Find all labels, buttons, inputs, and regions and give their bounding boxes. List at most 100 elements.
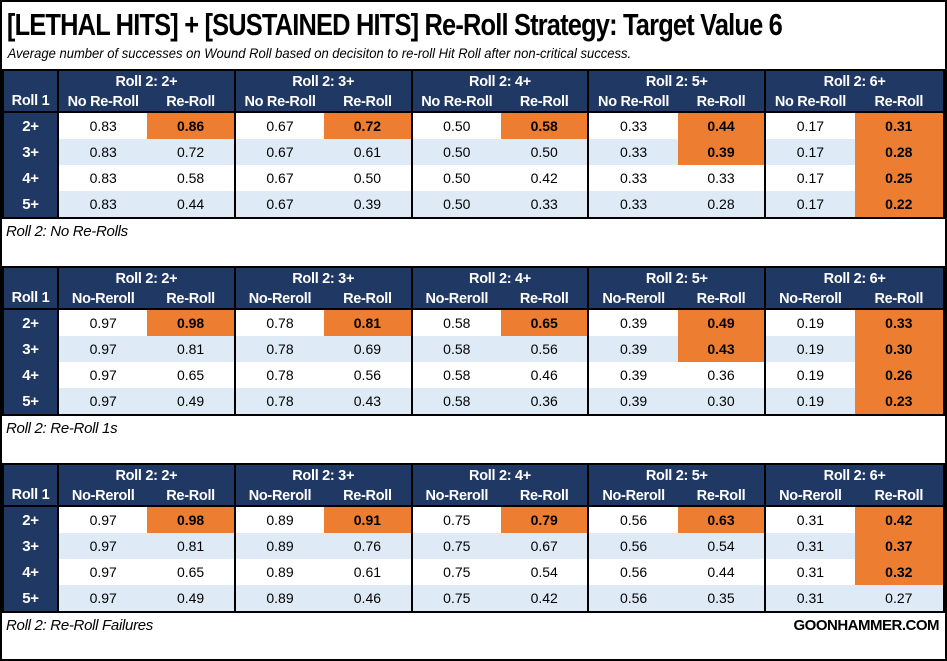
value-cell: 0.79: [501, 507, 590, 533]
corner-header: Roll 1: [4, 268, 59, 310]
subheader-no-reroll: No-Reroll: [235, 486, 325, 507]
table-roll2-no-rerolls: Roll 1 Roll 2: 2+ Roll 2: 3+ Roll 2: 4+ Roll…: [2, 69, 945, 219]
value-cell: 0.67: [235, 113, 325, 139]
value-cell: 0.33: [854, 310, 943, 336]
subheader-reroll: Re-Roll: [677, 92, 767, 113]
value-cell: 0.56: [589, 559, 678, 585]
subheader-reroll: Re-Roll: [324, 289, 413, 310]
subheader-no-reroll: No-Reroll: [59, 486, 148, 507]
value-cell: 0.44: [677, 113, 767, 139]
value-cell: 0.56: [589, 533, 678, 559]
value-cell: 0.58: [412, 310, 501, 336]
group-header: Roll 2: 6+: [766, 71, 943, 92]
value-cell: 0.61: [324, 559, 413, 585]
value-cell: 0.30: [854, 336, 943, 362]
value-cell: 0.89: [235, 507, 325, 533]
value-cell: 0.32: [854, 559, 943, 585]
value-cell: 0.89: [235, 533, 325, 559]
value-cell: 0.97: [59, 336, 148, 362]
value-cell: 0.28: [677, 191, 767, 217]
value-cell: 0.67: [235, 139, 325, 165]
value-cell: 0.39: [589, 336, 678, 362]
value-cell: 0.33: [589, 191, 678, 217]
value-cell: 0.58: [412, 388, 501, 414]
table-roll2-reroll-1s: Roll 1 Roll 2: 2+ Roll 2: 3+ Roll 2: 4+ Roll…: [2, 266, 945, 416]
table-caption-label: Roll 2: Re-Roll Failures: [6, 616, 154, 634]
page-title: [LETHAL HITS] + [SUSTAINED HITS] Re-Roll…: [6, 7, 783, 42]
subheader-reroll: Re-Roll: [147, 92, 236, 113]
table-caption: Roll 2: Re-Roll 1s: [2, 416, 945, 440]
value-cell: 0.69: [324, 336, 413, 362]
value-cell: 0.49: [677, 310, 767, 336]
footer-row: Roll 2: Re-Roll Failures GOONHAMMER.COM: [2, 613, 945, 637]
table-roll2-reroll-failures: Roll 1 Roll 2: 2+ Roll 2: 3+ Roll 2: 4+ Roll…: [2, 463, 945, 613]
value-cell: 0.49: [147, 388, 236, 414]
value-cell: 0.19: [766, 336, 855, 362]
subheader-reroll: Re-Roll: [854, 92, 943, 113]
value-cell: 0.56: [324, 362, 413, 388]
value-cell: 0.39: [324, 191, 413, 217]
value-cell: 0.46: [501, 362, 590, 388]
value-cell: 0.28: [854, 139, 943, 165]
subheader-no-reroll: No Re-Roll: [235, 92, 325, 113]
value-cell: 0.43: [677, 336, 767, 362]
group-header: Roll 2: 2+: [59, 268, 236, 289]
value-cell: 0.58: [412, 336, 501, 362]
value-cell: 0.75: [412, 533, 501, 559]
value-cell: 0.91: [324, 507, 413, 533]
subheader-reroll: Re-Roll: [677, 289, 767, 310]
group-header: Roll 2: 5+: [589, 268, 767, 289]
value-cell: 0.67: [501, 533, 590, 559]
value-cell: 0.50: [324, 165, 413, 191]
group-header: Roll 2: 4+: [412, 268, 590, 289]
value-cell: 0.26: [854, 362, 943, 388]
value-cell: 0.72: [324, 113, 413, 139]
value-cell: 0.54: [677, 533, 767, 559]
value-cell: 0.75: [412, 507, 501, 533]
value-cell: 0.65: [501, 310, 590, 336]
value-cell: 0.78: [235, 388, 325, 414]
subheader-no-reroll: No-Reroll: [766, 289, 855, 310]
subheader-reroll: Re-Roll: [324, 92, 413, 113]
value-cell: 0.23: [854, 388, 943, 414]
value-cell: 0.44: [677, 559, 767, 585]
value-cell: 0.83: [59, 139, 148, 165]
value-cell: 0.65: [147, 362, 236, 388]
value-cell: 0.50: [412, 191, 501, 217]
value-cell: 0.76: [324, 533, 413, 559]
row-label: 4+: [4, 362, 59, 388]
row-label: 2+: [4, 310, 59, 336]
value-cell: 0.19: [766, 388, 855, 414]
value-cell: 0.61: [324, 139, 413, 165]
value-cell: 0.19: [766, 310, 855, 336]
value-cell: 0.33: [589, 139, 678, 165]
row-label: 4+: [4, 559, 59, 585]
corner-header: Roll 1: [4, 465, 59, 507]
value-cell: 0.78: [235, 310, 325, 336]
value-cell: 0.31: [766, 507, 855, 533]
row-label: 2+: [4, 113, 59, 139]
group-header: Roll 2: 3+: [235, 268, 413, 289]
value-cell: 0.35: [677, 585, 767, 611]
value-cell: 0.31: [766, 533, 855, 559]
value-cell: 0.39: [589, 388, 678, 414]
value-cell: 0.54: [501, 559, 590, 585]
value-cell: 0.39: [589, 362, 678, 388]
page-subtitle: Average number of successes on Wound Rol…: [7, 45, 632, 61]
table-caption-label: Roll 2: No Re-Rolls: [6, 222, 128, 240]
value-cell: 0.97: [59, 310, 148, 336]
group-header: Roll 2: 5+: [589, 71, 767, 92]
value-cell: 0.49: [147, 585, 236, 611]
subheader-reroll: Re-Roll: [147, 289, 236, 310]
group-header: Roll 2: 3+: [235, 465, 413, 486]
row-label: 3+: [4, 533, 59, 559]
row-label: 5+: [4, 388, 59, 414]
subheader-reroll: Re-Roll: [501, 486, 590, 507]
row-label: 3+: [4, 336, 59, 362]
value-cell: 0.17: [766, 191, 855, 217]
subheader-reroll: Re-Roll: [854, 289, 943, 310]
value-cell: 0.33: [589, 165, 678, 191]
value-cell: 0.37: [854, 533, 943, 559]
value-cell: 0.17: [766, 113, 855, 139]
